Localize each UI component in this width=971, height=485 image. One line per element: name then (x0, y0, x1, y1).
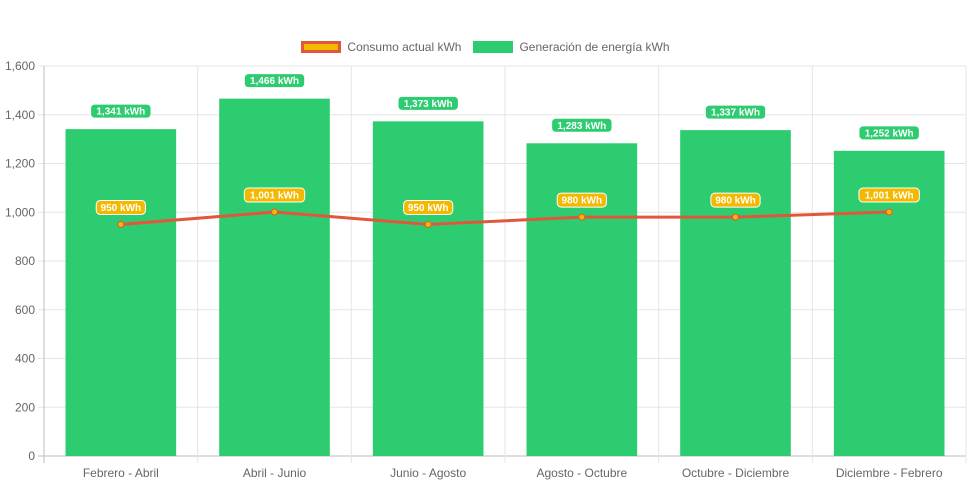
bar-data-label: 1,252 kWh (865, 128, 914, 139)
y-tick-label: 200 (15, 400, 35, 414)
legend-item-generacion[interactable]: Generación de energía kWh (473, 40, 670, 54)
y-tick-label: 1,200 (5, 157, 35, 171)
bar (219, 98, 330, 456)
bar-data-label-background (243, 73, 306, 89)
y-tick-label: 400 (15, 352, 35, 366)
line-data-label: 950 kWh (408, 203, 449, 214)
bar-data-label-background (551, 117, 613, 133)
y-tick-label: 0 (28, 449, 35, 463)
line-data-label: 980 kWh (562, 196, 603, 207)
bar-data-label: 1,466 kWh (250, 76, 299, 87)
bar-data-label: 1,337 kWh (711, 108, 760, 119)
line-point (885, 208, 893, 216)
line-data-label-background (858, 187, 920, 203)
line-point (578, 213, 586, 221)
legend-label-generacion: Generación de energía kWh (519, 40, 670, 54)
bar-data-label: 1,373 kWh (404, 99, 453, 110)
line-data-label: 980 kWh (715, 196, 756, 207)
y-tick-label: 1,000 (5, 205, 35, 219)
line-data-label-background (556, 192, 607, 208)
y-tick-label: 1,600 (5, 59, 35, 73)
legend-swatch-consumo (301, 41, 342, 53)
bar-data-label: 1,341 kWh (96, 107, 145, 118)
series-line-consumo (120, 210, 890, 226)
line-point (271, 208, 278, 216)
bar-data-label-background (90, 103, 152, 119)
line-data-label-background (243, 187, 306, 203)
line-data-label: 1,001 kWh (250, 191, 299, 202)
bar-data-label-background (704, 104, 767, 120)
x-tick-label: Junio - Agosto (390, 466, 466, 480)
line-point (732, 213, 739, 221)
x-tick-label: Diciembre - Febrero (836, 466, 943, 480)
x-tick-label: Abril - Junio (243, 466, 307, 480)
y-tick-label: 800 (15, 254, 35, 268)
bar (680, 130, 791, 456)
legend: Consumo actual kWh Generación de energía… (0, 40, 971, 54)
x-tick-label: Febrero - Abril (83, 466, 159, 480)
line-data-label-background (95, 199, 146, 215)
y-tick-label: 600 (15, 303, 35, 317)
line-point (117, 220, 125, 228)
bar-data-label: 1,283 kWh (557, 121, 606, 132)
legend-label-consumo: Consumo actual kWh (347, 40, 462, 54)
bar (65, 129, 177, 456)
bar (372, 121, 484, 457)
bar-data-label-background (858, 125, 920, 141)
line-data-label-background (710, 192, 761, 208)
line-data-label: 1,001 kWh (865, 191, 914, 202)
bar (526, 143, 638, 457)
x-tick-label: Octubre - Diciembre (682, 466, 790, 480)
line-point (424, 220, 432, 228)
line-data-label-background (403, 199, 454, 215)
bar-data-label-background (397, 95, 459, 111)
line-data-label: 950 kWh (101, 203, 142, 214)
legend-item-consumo[interactable]: Consumo actual kWh (301, 40, 461, 54)
x-tick-label: Agosto - Octubre (536, 466, 627, 480)
legend-swatch-generacion (473, 41, 514, 53)
y-tick-label: 1,400 (5, 108, 35, 122)
